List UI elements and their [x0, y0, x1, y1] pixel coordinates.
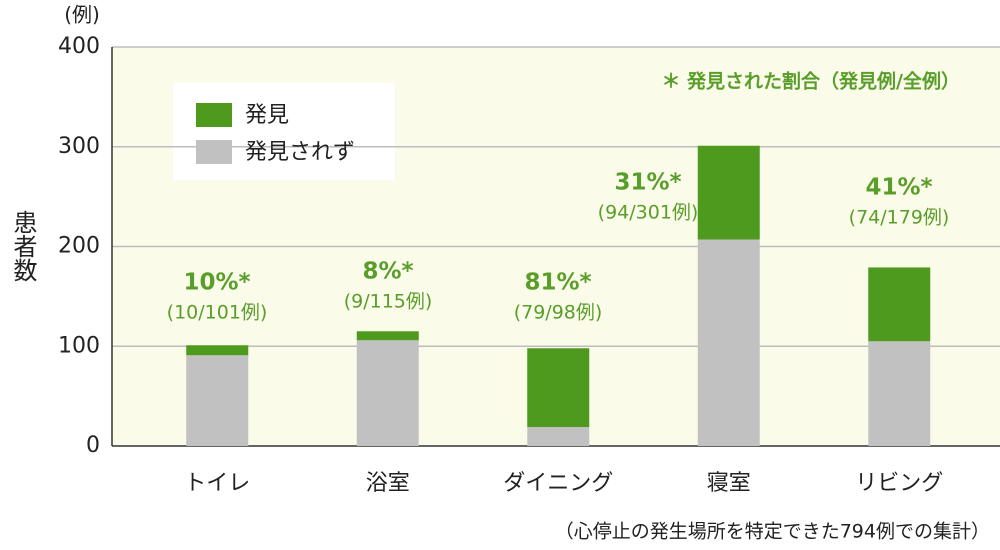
y-tick-label: 100 [58, 333, 100, 358]
percent-label: 10%* [183, 270, 250, 296]
note: ＊ 発見された割合（発見例/全例） [661, 70, 960, 93]
percent-label: 81%* [524, 270, 591, 296]
percent-label: 41%* [865, 175, 932, 201]
y-tick-label: 400 [58, 34, 100, 59]
legend-swatch [196, 140, 232, 164]
y-tick-label: 200 [58, 234, 100, 259]
bar-segment [527, 427, 590, 446]
bar-segment [868, 267, 931, 342]
count-label: (74/179例) [849, 207, 950, 229]
bar-segment [527, 348, 590, 428]
count-label: (10/101例) [167, 302, 268, 324]
footnote: （心停止の発生場所を特定できた794例での集計） [555, 521, 990, 543]
bar-segment [868, 341, 931, 446]
bar-segment [697, 145, 760, 240]
y-unit: (例) [64, 3, 100, 27]
bar-segment [356, 331, 419, 341]
y-tick-label: 0 [86, 433, 100, 458]
y-axis-label: 患者数 [9, 210, 37, 282]
x-tick-label: ダイニング [503, 471, 613, 496]
percent-label: 31%* [614, 170, 681, 196]
count-label: (94/301例) [598, 202, 699, 224]
bar-segment [186, 345, 249, 356]
percent-label: 8%* [362, 259, 413, 285]
bar-segment [356, 340, 419, 446]
y-tick-label: 300 [58, 134, 100, 159]
bar-segment [697, 239, 760, 446]
count-label: (79/98例) [514, 302, 603, 324]
legend-label: 発見 [245, 103, 289, 128]
x-tick-label: 浴室 [366, 471, 410, 496]
legend-box [173, 83, 395, 180]
legend-label: 発見されず [245, 140, 355, 165]
count-label: (9/115例) [344, 291, 433, 313]
x-tick-label: 寝室 [707, 471, 751, 496]
x-tick-label: リビング [855, 471, 943, 496]
bar-segment [186, 355, 249, 446]
legend-swatch [196, 103, 232, 127]
x-tick-label: トイレ [184, 471, 250, 496]
